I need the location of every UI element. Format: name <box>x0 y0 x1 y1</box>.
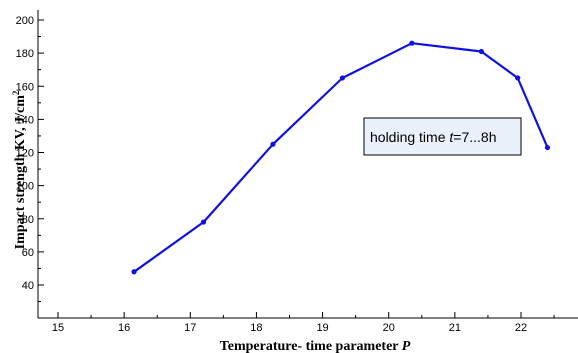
y-tick-label: 60 <box>22 247 34 259</box>
data-point <box>515 75 521 81</box>
y-tick-label: 160 <box>16 81 34 93</box>
data-point <box>544 144 551 151</box>
x-tick-label: 21 <box>449 322 461 334</box>
x-axis-ticks: 15 16 17 18 19 20 21 22 <box>52 312 555 334</box>
annotation-box: holding time t=7...8h <box>363 117 522 156</box>
x-tick-label: 20 <box>383 322 395 334</box>
series-line <box>133 42 549 273</box>
data-point <box>478 48 484 55</box>
data-point <box>339 75 346 81</box>
data-points <box>131 40 551 275</box>
x-tick-label: 22 <box>515 322 527 334</box>
data-point <box>270 141 276 147</box>
y-tick-label: 120 <box>16 148 34 160</box>
y-tick-label: 180 <box>16 48 34 60</box>
x-tick-label: 19 <box>316 322 328 334</box>
x-tick-label: 15 <box>52 322 64 334</box>
y-tick-label: 100 <box>16 181 34 193</box>
y-tick-label: 80 <box>22 214 34 226</box>
data-point <box>409 40 415 46</box>
y-tick-label: 140 <box>16 114 34 126</box>
y-tick-label: 40 <box>22 280 34 292</box>
y-tick-label: 200 <box>16 15 34 27</box>
x-axis-title: Temperature- time parameter P <box>220 339 411 353</box>
x-tick-label: 18 <box>250 322 262 334</box>
y-axis-ticks: 40 60 80 100 120 140 160 180 200 <box>16 15 44 303</box>
annotation-text: holding time t=7...8h <box>370 129 496 145</box>
data-point <box>200 219 207 225</box>
x-tick-label: 17 <box>184 322 196 334</box>
y-axis-title: Impact strength KV, J/cm2 <box>11 90 28 249</box>
data-point <box>131 269 137 275</box>
x-tick-label: 16 <box>118 322 130 334</box>
